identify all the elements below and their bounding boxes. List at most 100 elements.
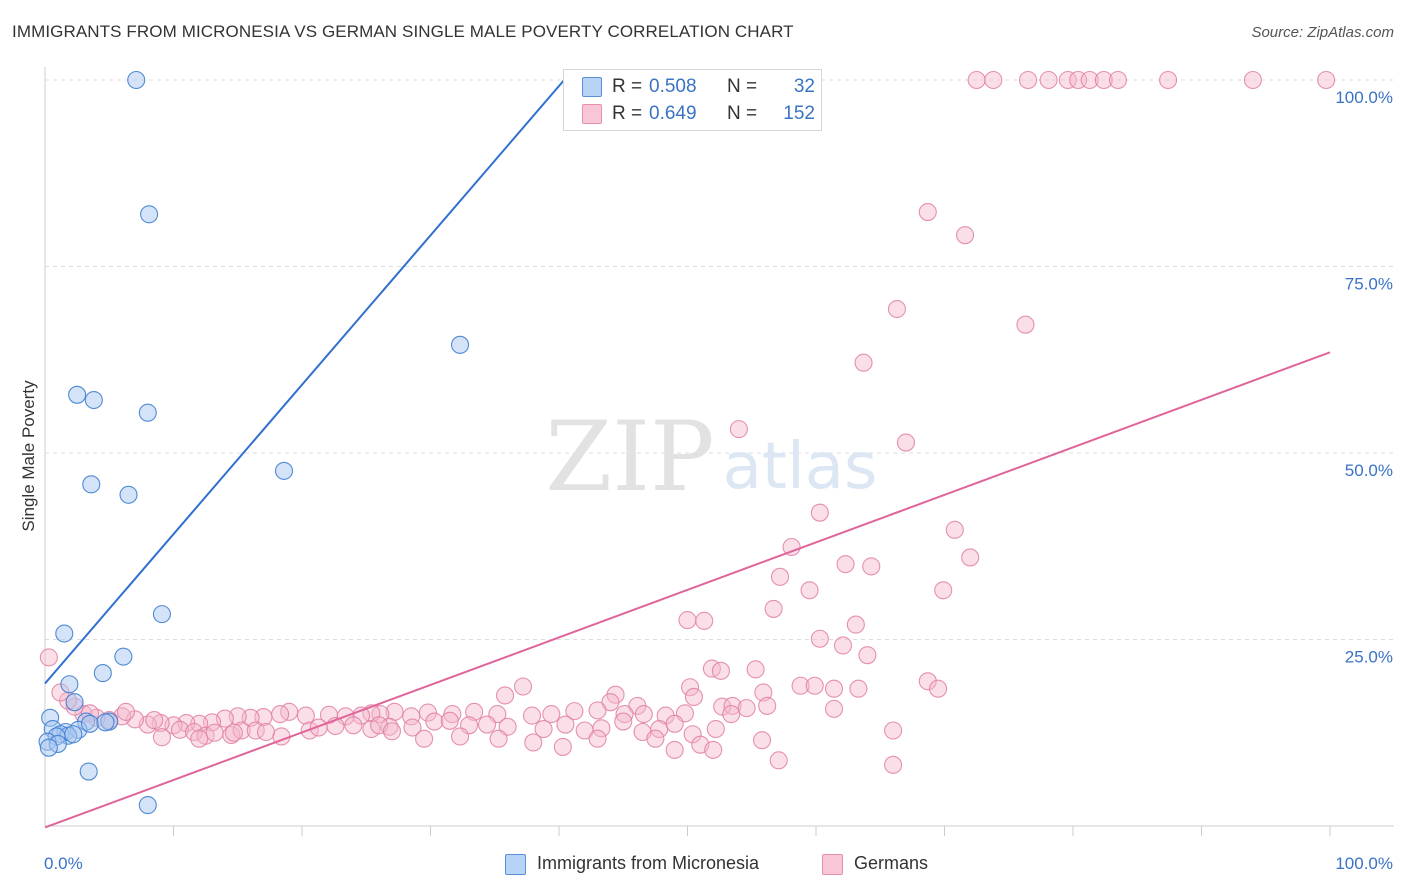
german-point [884, 755, 903, 774]
german-point [961, 548, 980, 567]
micronesia-point [64, 725, 83, 744]
german-point [706, 719, 725, 739]
german-point [854, 353, 873, 372]
micronesia-point [55, 624, 74, 643]
german-point [344, 716, 363, 735]
german-point [683, 725, 702, 744]
german-point [224, 723, 243, 742]
german-point [956, 226, 975, 245]
trend-lines [44, 79, 1331, 829]
germans-swatch [582, 104, 602, 124]
german-point [588, 701, 607, 720]
micronesia-point [80, 714, 100, 733]
german-point [967, 70, 986, 90]
legend-label: Germans [854, 853, 929, 873]
micronesia-point [84, 390, 103, 410]
german-point [222, 725, 241, 745]
r-label: R = [612, 76, 643, 97]
german-point [634, 705, 653, 724]
y-axis-title: Single Male Poverty [19, 380, 38, 532]
german-point [152, 728, 171, 747]
r-value: 0.649 [649, 103, 697, 124]
german-point [810, 629, 829, 648]
germans-trend-line [44, 351, 1331, 829]
german-point [884, 721, 903, 740]
german-point [614, 712, 633, 731]
y-tick-label: 25.0% [1345, 648, 1393, 667]
german-point [403, 718, 422, 737]
german-point [665, 740, 684, 759]
legend-label: Immigrants from Micronesia [537, 853, 760, 873]
german-point [704, 740, 723, 759]
german-point [858, 646, 877, 665]
german-point [425, 712, 444, 731]
german-point [615, 705, 634, 724]
micronesia-trend-line [44, 79, 565, 685]
chart-title: IMMIGRANTS FROM MICRONESIA VS GERMAN SIN… [12, 22, 794, 41]
micronesia-point [82, 475, 101, 494]
german-point [522, 706, 542, 725]
r-label: R = [612, 103, 643, 124]
german-point [887, 299, 907, 319]
german-point [254, 708, 273, 727]
micronesia-points [38, 70, 470, 815]
x-axis-ticks [173, 826, 1331, 836]
german-point [415, 729, 434, 748]
micronesia-point [114, 647, 133, 666]
german-point [729, 420, 748, 439]
source-label: Source: ZipAtlas.com [1251, 24, 1394, 41]
series-legend: Immigrants from Micronesia Germans [0, 851, 1406, 877]
german-point [477, 715, 497, 734]
german-point [1039, 70, 1058, 90]
german-point [495, 686, 515, 705]
german-point [382, 722, 402, 741]
micronesia-point [79, 762, 98, 781]
german-point [770, 567, 790, 586]
german-point [862, 557, 881, 576]
y-tick-label: 50.0% [1345, 461, 1393, 480]
german-point [170, 720, 189, 739]
german-point [918, 202, 937, 222]
german-point [1243, 70, 1262, 90]
german-point [849, 679, 868, 698]
micronesia-swatch [505, 854, 526, 875]
german-point [791, 676, 810, 695]
german-point [296, 706, 315, 725]
german-point [524, 733, 543, 752]
german-point [678, 611, 697, 630]
german-point [929, 679, 948, 698]
german-point [271, 705, 290, 724]
micronesia-point [93, 664, 112, 683]
german-point [1317, 70, 1336, 90]
german-point [896, 433, 916, 452]
german-point [440, 711, 459, 730]
n-label: N = [727, 76, 758, 97]
german-point [565, 702, 584, 721]
german-point [489, 729, 508, 748]
micronesia-point [65, 693, 84, 712]
micronesia-swatch [582, 77, 602, 97]
axes [44, 67, 1394, 827]
german-point [1016, 315, 1035, 334]
micronesia-point [152, 605, 171, 624]
german-point [824, 679, 844, 698]
german-point [145, 711, 164, 730]
german-point [665, 714, 684, 733]
german-point [824, 699, 844, 718]
y-tick-label: 75.0% [1345, 275, 1393, 294]
micronesia-point [60, 675, 79, 694]
german-point [758, 696, 777, 715]
german-point [754, 683, 773, 702]
micronesia-point [96, 713, 115, 732]
watermark-atlas: atlas [723, 430, 878, 504]
german-point [116, 702, 136, 721]
german-point [833, 636, 853, 655]
germans-swatch [822, 854, 843, 875]
german-point [205, 723, 224, 742]
german-point [769, 751, 788, 770]
grid-lines [45, 79, 1394, 640]
german-point [764, 599, 783, 618]
german-point [451, 727, 470, 746]
n-value: 32 [793, 76, 815, 97]
